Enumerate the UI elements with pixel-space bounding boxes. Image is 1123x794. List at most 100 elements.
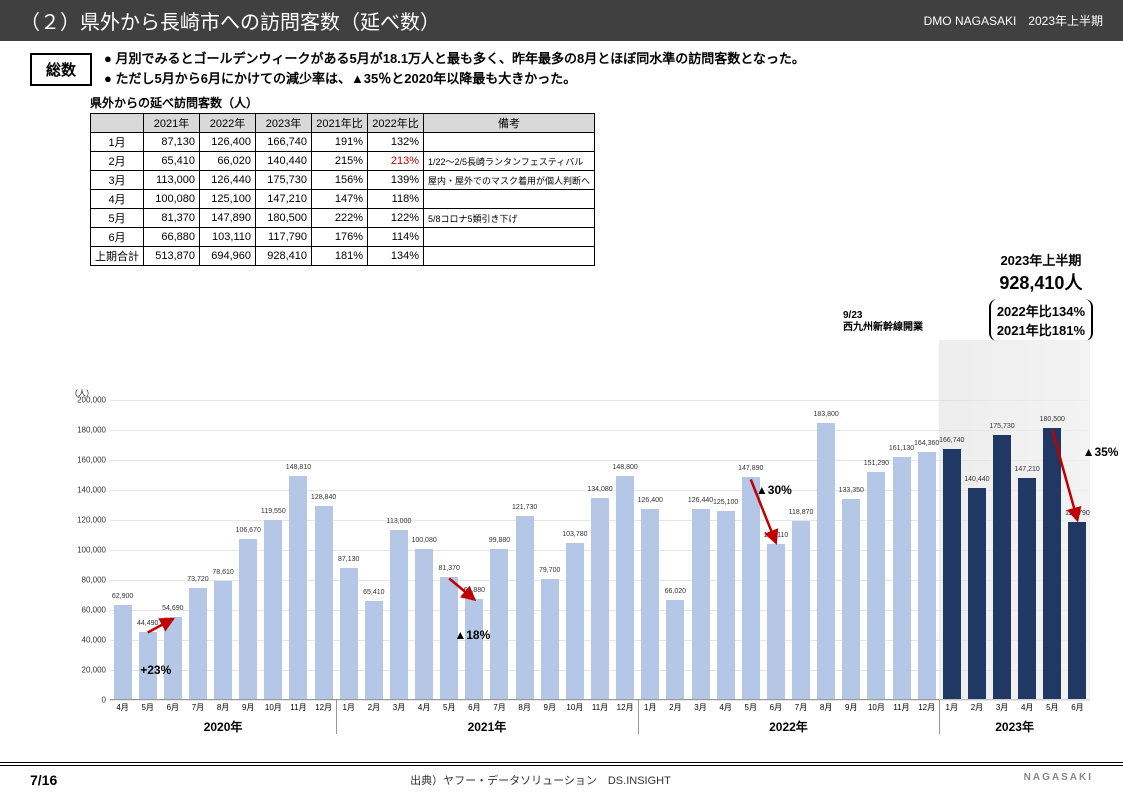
table-cell	[424, 247, 595, 266]
bar: 175,730	[993, 435, 1011, 699]
table-cell: 126,440	[200, 171, 256, 190]
table-cell: 191%	[312, 133, 368, 152]
bullets-row: 総数 月別でみるとゴールデンウィークがある5月が18.1万人と最も多く、昨年最多…	[30, 49, 1093, 88]
bar: 62,900	[114, 605, 132, 699]
table-header: 2021年比	[312, 114, 368, 133]
table-cell: 66,020	[200, 152, 256, 171]
bar: 126,400	[641, 509, 659, 699]
bar: 79,700	[541, 579, 559, 699]
table-cell: 113,000	[144, 171, 200, 190]
bar: 125,100	[717, 511, 735, 699]
bar: 100,080	[415, 549, 433, 699]
table-cell: 166,740	[256, 133, 312, 152]
table-cell: 118%	[368, 190, 424, 209]
table-cell: 222%	[312, 209, 368, 228]
bar: 103,110	[767, 544, 785, 699]
bar-chart: （人） 020,00040,00060,00080,000100,000120,…	[60, 400, 1090, 720]
table-cell: 181%	[312, 247, 368, 266]
header-bar: （２）県外から長崎市への訪問客数（延べ数） DMO NAGASAKI 2023年…	[0, 0, 1123, 41]
table-cell: 66,880	[144, 228, 200, 247]
table-header: 2022年比	[368, 114, 424, 133]
summary-period: 2023年上半期	[989, 250, 1093, 269]
table-cell: 81,370	[144, 209, 200, 228]
bar: 151,290	[867, 472, 885, 699]
table-cell: 65,410	[144, 152, 200, 171]
table-cell: 140,440	[256, 152, 312, 171]
plot-area: 62,9004月44,4905月54,6906月73,7207月78,6108月…	[110, 400, 1090, 700]
bar: 183,800	[817, 423, 835, 699]
table-cell: 5/8コロナ5類引き下げ	[424, 209, 595, 228]
bar: 54,690	[164, 617, 182, 699]
table-cell: 213%	[368, 152, 424, 171]
table-cell: 87,130	[144, 133, 200, 152]
bullet-text: 月別でみるとゴールデンウィークがある5月が18.1万人と最も多く、昨年最多の8月…	[104, 49, 805, 88]
bar: 126,440	[692, 509, 710, 699]
table-cell: 126,400	[200, 133, 256, 152]
table-header: 2023年	[256, 114, 312, 133]
table-cell: 928,410	[256, 247, 312, 266]
table-cell: 147%	[312, 190, 368, 209]
bar: 118,870	[792, 521, 810, 699]
table-cell: 103,110	[200, 228, 256, 247]
bar: 134,080	[591, 498, 609, 699]
table-header	[91, 114, 144, 133]
table-cell: 180,500	[256, 209, 312, 228]
bar: 140,440	[968, 488, 986, 699]
table-cell	[424, 228, 595, 247]
data-table: 2021年2022年2023年2021年比2022年比備考 1月87,130126…	[90, 113, 595, 266]
bar: 166,740	[943, 449, 961, 699]
table-cell: 156%	[312, 171, 368, 190]
bullet-1: 月別でみるとゴールデンウィークがある5月が18.1万人と最も多く、昨年最多の8月…	[104, 49, 805, 69]
bar: 99,880	[490, 549, 508, 699]
table-cell: 694,960	[200, 247, 256, 266]
bar: 106,670	[239, 539, 257, 699]
bar: 180,500	[1043, 428, 1061, 699]
footer-source: 出典）ヤフー・データソリューション DS.INSIGHT	[410, 772, 671, 788]
table-header: 2021年	[144, 114, 200, 133]
summary-compare: 2022年比134% 2021年比181%	[989, 299, 1093, 341]
table-cell: 1/22～2/5長崎ランタンフェスティバル	[424, 152, 595, 171]
bar: 65,410	[365, 601, 383, 699]
footer: 7/16 出典）ヤフー・データソリューション DS.INSIGHT NAGASA…	[0, 762, 1123, 794]
bar: 78,610	[214, 581, 232, 699]
bar: 87,130	[340, 568, 358, 699]
summary-total: 928,410人	[989, 269, 1093, 295]
table-title: 県外からの延べ訪問客数（人）	[90, 94, 1093, 111]
bar: 128,840	[315, 506, 333, 699]
table-cell: 134%	[368, 247, 424, 266]
bar: 117,790	[1068, 522, 1086, 699]
summary-box: 2023年上半期 928,410人 2022年比134% 2021年比181%	[989, 250, 1093, 341]
shinkansen-text: 西九州新幹線開業	[843, 322, 923, 334]
bar: 66,020	[666, 600, 684, 699]
bar: 121,730	[516, 516, 534, 699]
bar: 119,550	[264, 520, 282, 699]
page-title: （２）県外から長崎市への訪問客数（延べ数）	[20, 6, 440, 35]
table-cell: 132%	[368, 133, 424, 152]
table-cell: 176%	[312, 228, 368, 247]
table-header: 備考	[424, 114, 595, 133]
table-cell: 1月	[91, 133, 144, 152]
footer-logo: NAGASAKI	[1024, 772, 1093, 788]
bar: 113,000	[390, 530, 408, 700]
table-cell: 139%	[368, 171, 424, 190]
bar: 161,130	[893, 457, 911, 699]
bar: 103,780	[566, 543, 584, 699]
bar: 73,720	[189, 588, 207, 699]
table-cell: 122%	[368, 209, 424, 228]
table-cell: 100,080	[144, 190, 200, 209]
table-wrap: 県外からの延べ訪問客数（人） 2021年2022年2023年2021年比2022…	[90, 94, 1093, 266]
bar: 147,210	[1018, 478, 1036, 699]
table-header: 2022年	[200, 114, 256, 133]
table-cell: 215%	[312, 152, 368, 171]
table-cell: 6月	[91, 228, 144, 247]
bar: 164,360	[918, 452, 936, 699]
table-cell: 513,870	[144, 247, 200, 266]
page-number: 7/16	[30, 772, 57, 788]
section-label: 総数	[30, 53, 92, 86]
header-right: DMO NAGASAKI 2023年上半期	[924, 12, 1103, 29]
table-cell: 2月	[91, 152, 144, 171]
bullet-2: ただし5月から6月にかけての減少率は、▲35％と2020年以降最も大きかった。	[104, 69, 805, 89]
bar: 147,890	[742, 477, 760, 699]
table-cell: 屋内・屋外でのマスク着用が個人判断へ	[424, 171, 595, 190]
table-cell: 114%	[368, 228, 424, 247]
